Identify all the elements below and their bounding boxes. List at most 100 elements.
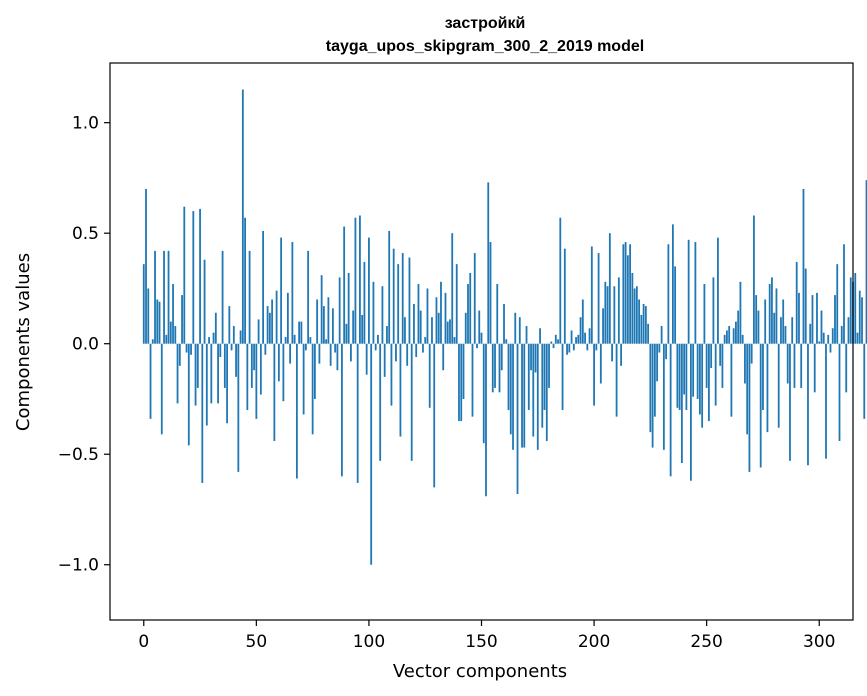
- bar: [196, 343, 199, 388]
- bar: [559, 217, 562, 344]
- bar: [829, 343, 832, 353]
- bar: [275, 290, 278, 344]
- bar: [210, 343, 213, 404]
- bar: [158, 301, 161, 344]
- bar: [295, 343, 298, 479]
- bar: [167, 250, 170, 344]
- bar: [343, 226, 346, 344]
- chart-title: застройкй: [445, 15, 526, 32]
- bar: [444, 292, 447, 344]
- bar: [467, 284, 469, 344]
- bar: [651, 343, 654, 448]
- bar: [554, 334, 557, 344]
- bar: [309, 337, 312, 344]
- bar: [604, 281, 607, 344]
- bar: [721, 343, 724, 388]
- bar: [422, 343, 424, 353]
- chart-subtitle: tayga_upos_skipgram_300_2_2019 model: [326, 38, 644, 55]
- bar: [689, 343, 692, 481]
- bar: [322, 306, 325, 344]
- bar: [368, 237, 370, 344]
- bar: [388, 230, 391, 344]
- bar: [187, 343, 190, 446]
- bar: [221, 250, 224, 344]
- bar: [532, 343, 535, 437]
- bar: [145, 188, 147, 344]
- bar: [485, 343, 487, 497]
- bar: [566, 343, 568, 355]
- bar: [442, 343, 445, 371]
- bar: [678, 343, 681, 411]
- bar: [696, 343, 699, 399]
- bar: [726, 330, 728, 344]
- bar: [865, 180, 867, 344]
- bar: [426, 288, 429, 344]
- bar: [214, 312, 217, 344]
- bar: [577, 334, 580, 344]
- bar: [307, 250, 310, 344]
- bar: [257, 319, 260, 344]
- bar: [156, 299, 159, 344]
- bar: [498, 343, 501, 393]
- bar: [757, 310, 760, 344]
- bar: [473, 253, 476, 344]
- bar: [379, 343, 382, 461]
- bar: [289, 343, 292, 364]
- bar: [284, 337, 287, 344]
- bar: [154, 250, 156, 344]
- bar: [433, 343, 436, 488]
- bar: [172, 284, 174, 344]
- bar: [732, 328, 735, 344]
- bar: [536, 343, 539, 450]
- bar: [622, 244, 625, 344]
- bar: [424, 337, 427, 344]
- bar: [687, 239, 690, 344]
- bar: [599, 343, 602, 384]
- bar: [667, 244, 670, 344]
- bar: [699, 343, 701, 415]
- bar: [487, 182, 490, 344]
- bar: [518, 317, 521, 344]
- bar: [674, 266, 677, 344]
- bar: [451, 233, 454, 344]
- bar: [147, 288, 150, 344]
- bar: [291, 242, 294, 344]
- bar: [708, 343, 710, 422]
- bar: [548, 343, 550, 388]
- bar: [552, 343, 555, 349]
- bar: [845, 343, 848, 393]
- bar: [530, 343, 532, 371]
- bar: [753, 215, 755, 344]
- bar: [286, 292, 289, 344]
- bar: [277, 343, 280, 382]
- bar: [762, 343, 764, 411]
- bar: [782, 299, 785, 344]
- bar: [453, 337, 456, 344]
- bar: [183, 206, 186, 344]
- bar: [746, 343, 749, 435]
- bar: [570, 330, 573, 344]
- x-axis-label: Vector components: [393, 661, 567, 682]
- bar: [816, 292, 818, 344]
- bar: [313, 343, 316, 399]
- bar: [759, 343, 762, 468]
- bar: [712, 277, 715, 344]
- bar: [676, 343, 679, 408]
- bar: [338, 277, 341, 344]
- bar: [244, 217, 246, 344]
- bar: [635, 286, 638, 344]
- bar: [232, 326, 235, 344]
- bar: [151, 339, 154, 344]
- bar: [809, 323, 812, 344]
- bar: [557, 339, 559, 344]
- bar: [264, 343, 267, 355]
- bar: [744, 343, 746, 384]
- bar: [437, 312, 440, 344]
- bar: [509, 343, 512, 435]
- bar: [653, 343, 656, 417]
- bar: [640, 314, 643, 344]
- bar: [250, 343, 253, 388]
- x-tick-label: 150: [465, 632, 497, 652]
- bar: [723, 334, 726, 344]
- bar: [563, 248, 566, 344]
